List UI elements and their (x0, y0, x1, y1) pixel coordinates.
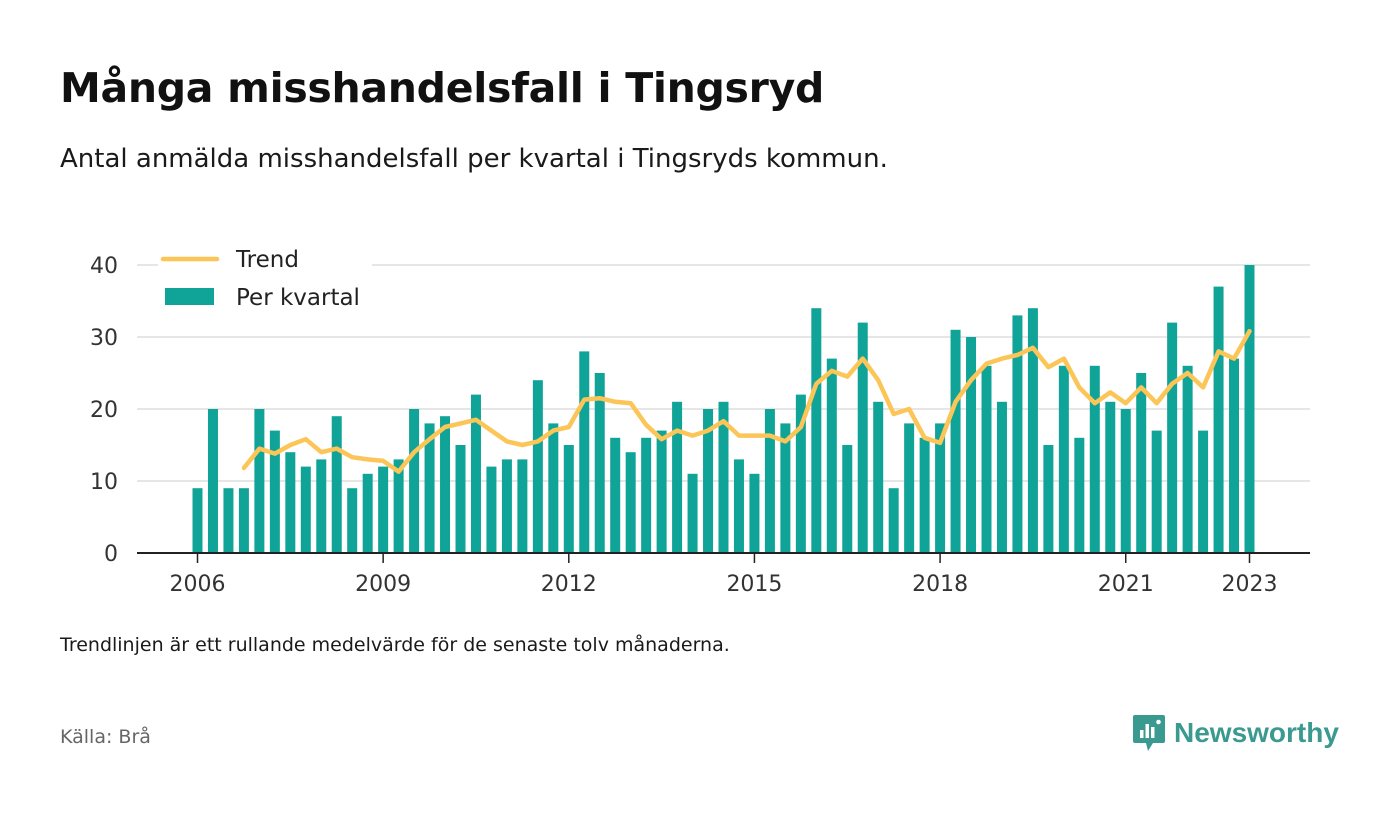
bar-2020-q1 (1058, 365, 1069, 553)
bar-2017-q3 (904, 423, 915, 553)
bar-2017-q2 (888, 488, 899, 553)
x-tick-label: 2021 (1098, 572, 1154, 597)
bar-2018-q3 (966, 337, 977, 553)
bar-2013-q2 (641, 437, 652, 553)
legend-bar-swatch (165, 288, 214, 305)
bar-2016-q1 (811, 308, 822, 553)
bar-2007-q4 (300, 466, 311, 553)
bar-2020-q3 (1089, 365, 1100, 553)
x-tick-label: 2023 (1222, 572, 1278, 597)
bar-2017-q4 (919, 437, 930, 553)
x-tick-label: 2018 (912, 572, 968, 597)
legend-trend-label: Trend (235, 247, 299, 273)
bar-2021-q1 (1120, 409, 1131, 553)
bar-2018-q1 (935, 423, 946, 553)
bar-2019-q2 (1012, 315, 1023, 553)
bar-2020-q4 (1105, 401, 1116, 553)
bar-2013-q1 (625, 452, 636, 553)
legend: Trend Per kvartal (158, 240, 372, 315)
bar-2006-q3 (223, 488, 234, 553)
bar-2010-q1 (440, 416, 451, 553)
chart-area: 0 10 20 30 40 2006 2009 2012 2015 2018 2021 2023 T… (90, 240, 1310, 597)
brand-name: Newsworthy (1174, 717, 1339, 748)
y-tick-label: 10 (90, 470, 118, 495)
bar-2018-q2 (950, 329, 961, 553)
bar-2017-q1 (873, 401, 884, 553)
bar-2021-q3 (1151, 430, 1162, 553)
y-tick-label: 40 (90, 254, 118, 279)
bar-2019-q4 (1043, 445, 1054, 553)
bar-2019-q1 (996, 401, 1007, 553)
bar-2014-q2 (703, 409, 714, 553)
bar-2009-q3 (409, 409, 420, 553)
y-axis-ticks: 0 10 20 30 40 (90, 254, 118, 567)
bar-2011-q1 (501, 459, 512, 553)
bar-2008-q3 (347, 488, 358, 553)
bar-2007-q3 (285, 452, 296, 553)
bar-2013-q3 (656, 430, 667, 553)
bar-2010-q4 (486, 466, 497, 553)
bar-2009-q1 (378, 466, 389, 553)
bar-2006-q4 (238, 488, 249, 553)
y-tick-label: 30 (90, 326, 118, 351)
bar-2016-q3 (842, 445, 853, 553)
y-tick-label: 0 (104, 542, 118, 567)
bar-2007-q1 (254, 409, 265, 553)
x-tick-label: 2015 (726, 572, 782, 597)
bar-2010-q3 (470, 394, 481, 553)
bar-2022-q4 (1229, 358, 1240, 553)
bar-2011-q3 (532, 380, 543, 553)
bar-2015-q3 (780, 423, 791, 553)
brand-logo: Newsworthy (1132, 711, 1339, 755)
trend-series (241, 328, 1252, 474)
bar-2009-q4 (424, 423, 435, 553)
bar-2011-q2 (517, 459, 528, 553)
bar-2015-q1 (749, 473, 760, 553)
bar-2016-q2 (826, 358, 837, 553)
bar-2008-q1 (316, 459, 327, 553)
chart-title: Många misshandelsfall i Tingsryd (60, 64, 825, 112)
x-tick-label: 2009 (355, 572, 411, 597)
bar-2008-q2 (331, 416, 342, 553)
source-label: Källa: Brå (60, 726, 151, 748)
bar-2006-q1 (192, 488, 203, 553)
bar-2022-q3 (1213, 286, 1224, 553)
legend-bar-label: Per kvartal (236, 285, 360, 311)
bar-2014-q4 (733, 459, 744, 553)
bar-2018-q4 (981, 365, 992, 553)
bar-2008-q4 (362, 473, 373, 553)
x-axis: 2006 2009 2012 2015 2018 2021 2023 (137, 552, 1310, 597)
bar-2019-q3 (1027, 308, 1038, 553)
bar-2007-q2 (269, 430, 280, 553)
x-tick-label: 2006 (170, 572, 226, 597)
bar-series (192, 265, 1255, 553)
y-tick-label: 20 (90, 398, 118, 423)
bar-2011-q4 (548, 423, 559, 553)
trend-line (241, 328, 1252, 474)
bar-2015-q2 (764, 409, 775, 553)
bar-2023-q1 (1244, 265, 1255, 553)
chart-subtitle: Antal anmälda misshandelsfall per kvarta… (60, 144, 888, 174)
bar-2015-q4 (795, 394, 806, 553)
bar-chart-speech-bubble-icon (1133, 715, 1165, 751)
bar-2021-q2 (1136, 373, 1147, 553)
bar-2014-q3 (718, 401, 729, 553)
bar-2021-q4 (1167, 322, 1178, 553)
bar-2009-q2 (393, 459, 404, 553)
bar-2012-q4 (610, 437, 621, 553)
bar-2022-q2 (1198, 430, 1209, 553)
bar-2014-q1 (687, 473, 698, 553)
bar-2012-q3 (594, 373, 605, 553)
footnote: Trendlinjen är ett rullande medelvärde f… (60, 634, 730, 656)
bar-2013-q4 (672, 401, 683, 553)
bar-2020-q2 (1074, 437, 1085, 553)
bar-2012-q1 (563, 445, 574, 553)
bar-2010-q2 (455, 445, 466, 553)
bar-2012-q2 (579, 351, 590, 553)
bar-2022-q1 (1182, 365, 1193, 553)
x-tick-label: 2012 (541, 572, 597, 597)
bar-2016-q4 (857, 322, 868, 553)
bar-2006-q2 (207, 409, 218, 553)
